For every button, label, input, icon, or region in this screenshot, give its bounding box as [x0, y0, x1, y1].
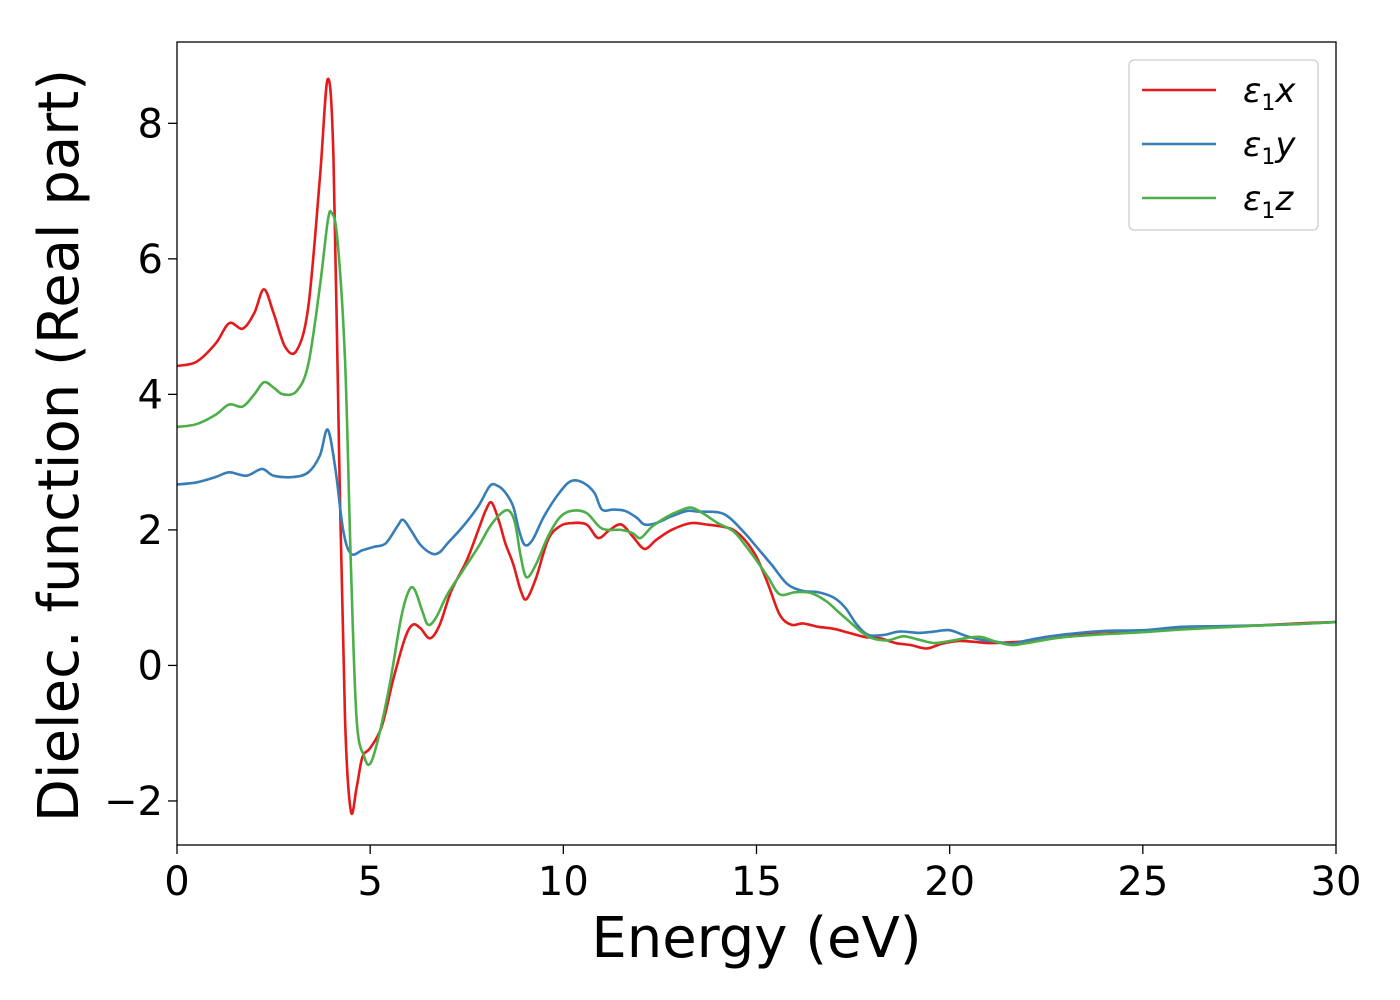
x-axis-ticks: 0 5 10 15 20 25 30: [164, 845, 1361, 905]
y-tick-label: 0: [138, 643, 163, 689]
x-tick-label: 25: [1117, 859, 1168, 905]
legend-box: [1128, 59, 1319, 231]
x-axis-title: Energy (eV): [591, 906, 921, 971]
y-axis-ticks: −2 0 2 4 6 8: [104, 101, 177, 825]
legend: ε1x ε1y ε1z: [1128, 59, 1319, 231]
series-line-z: [177, 209, 1336, 767]
x-tick-label: 5: [357, 859, 382, 905]
legend-label-z: ε1z: [1243, 179, 1294, 224]
legend-label-y: ε1y: [1243, 125, 1296, 170]
x-tick-label: 15: [731, 859, 782, 905]
y-tick-label: −2: [104, 779, 163, 825]
y-tick-label: 4: [138, 372, 163, 418]
x-tick-label: 10: [538, 859, 589, 905]
x-tick-label: 20: [924, 859, 975, 905]
y-tick-label: 8: [138, 101, 163, 147]
series-line-x: [177, 77, 1336, 816]
series-layer: [177, 77, 1336, 816]
legend-label-x: ε1x: [1243, 71, 1296, 116]
y-tick-label: 6: [138, 237, 163, 283]
x-tick-label: 0: [164, 859, 189, 905]
y-tick-label: 2: [138, 508, 163, 554]
y-axis-title: Dielec. function (Real part): [27, 69, 92, 822]
x-tick-label: 30: [1311, 859, 1362, 905]
